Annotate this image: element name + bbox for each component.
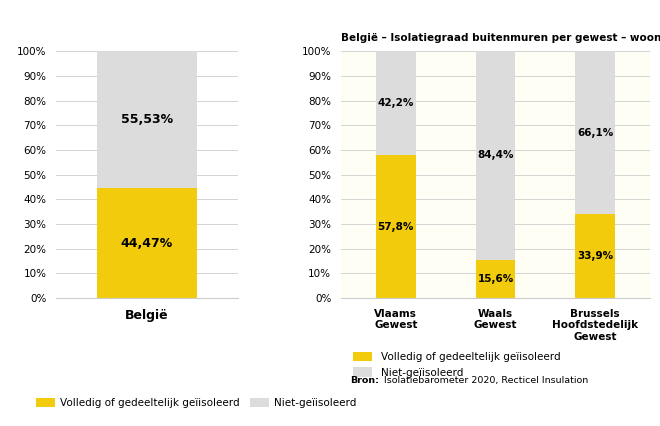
Text: 66,1%: 66,1%: [577, 128, 613, 138]
Text: 33,9%: 33,9%: [578, 251, 613, 261]
Bar: [376, 155, 416, 298]
Legend: Volledig of gedeeltelijk geïisoleerd, Niet-geïisoleerd: Volledig of gedeeltelijk geïisoleerd, Ni…: [32, 394, 360, 412]
Bar: [476, 260, 515, 298]
Text: België – Isolatiegraad buitenmuren per gewest – wooneenheden (%): België – Isolatiegraad buitenmuren per g…: [341, 33, 660, 43]
Text: Isolatiebarometer 2020, Recticel Insulation: Isolatiebarometer 2020, Recticel Insulat…: [381, 377, 589, 386]
Text: 44,47%: 44,47%: [121, 237, 173, 250]
Text: Bron:: Bron:: [350, 377, 379, 386]
Bar: [576, 51, 615, 214]
Bar: [98, 51, 197, 188]
Text: 42,2%: 42,2%: [378, 98, 414, 108]
Legend: Volledig of gedeeltelijk geïisoleerd, Niet-geïisoleerd: Volledig of gedeeltelijk geïisoleerd, Ni…: [349, 348, 564, 382]
Text: 55,53%: 55,53%: [121, 113, 173, 126]
Text: 57,8%: 57,8%: [378, 222, 414, 232]
Text: 84,4%: 84,4%: [477, 150, 513, 160]
Bar: [576, 214, 615, 298]
Bar: [98, 188, 197, 298]
Bar: [476, 51, 515, 260]
Text: 15,6%: 15,6%: [477, 274, 513, 284]
Bar: [376, 51, 416, 155]
